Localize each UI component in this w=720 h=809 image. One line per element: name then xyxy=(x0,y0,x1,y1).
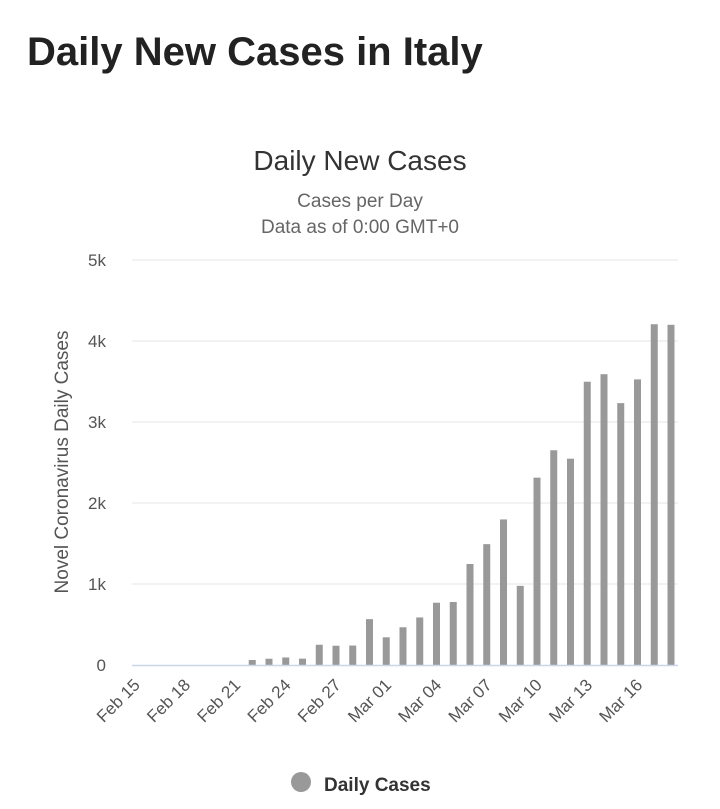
bar xyxy=(500,519,507,665)
bar xyxy=(583,381,591,665)
x-tick-label: Mar 04 xyxy=(394,675,445,726)
y-axis-label: Novel Coronavirus Daily Cases xyxy=(52,331,73,594)
chart-title: Daily New Cases xyxy=(253,145,466,176)
legend-marker xyxy=(291,772,311,792)
y-tick-label: 2k xyxy=(88,494,106,513)
bar-series-daily-cases xyxy=(248,324,675,665)
bar xyxy=(617,403,625,665)
y-axis-ticks: 0 1k 2k 3k 4k 5k xyxy=(88,251,106,675)
y-tick-label: 1k xyxy=(88,575,106,594)
legend-label: Daily Cases xyxy=(324,775,431,796)
x-tick-label: Mar 13 xyxy=(545,675,596,726)
y-tick-label: 4k xyxy=(88,332,106,351)
x-axis-ticks: Feb 15 Feb 18 Feb 21 Feb 24 Feb 27 Mar 01 Mar … xyxy=(93,675,646,726)
bar xyxy=(332,645,340,665)
bar xyxy=(550,450,558,665)
bar xyxy=(667,324,675,665)
x-tick-label: Feb 24 xyxy=(244,675,295,726)
bar xyxy=(567,458,574,665)
bar xyxy=(634,379,641,665)
bar xyxy=(366,619,373,665)
y-tick-label: 3k xyxy=(88,413,106,432)
gridlines xyxy=(132,259,678,585)
bar xyxy=(248,659,256,665)
x-tick-label: Mar 16 xyxy=(595,675,646,726)
bar xyxy=(416,617,424,665)
y-tick-label: 0 xyxy=(97,656,106,675)
chart-data-date: Data as of 0:00 GMT+0 xyxy=(261,217,459,238)
bar xyxy=(600,374,608,665)
chart-subtitle: Cases per Day xyxy=(297,191,423,212)
x-tick-label: Mar 07 xyxy=(445,675,496,726)
x-tick-label: Feb 27 xyxy=(294,675,345,726)
bar xyxy=(466,563,474,665)
bar xyxy=(315,644,323,665)
x-tick-label: Mar 10 xyxy=(495,675,546,726)
bar xyxy=(650,324,658,665)
bar xyxy=(433,602,440,665)
bar xyxy=(399,627,407,665)
y-tick-label: 5k xyxy=(88,251,106,270)
bar xyxy=(449,601,457,665)
x-tick-label: Feb 18 xyxy=(143,675,194,726)
bar xyxy=(533,477,541,665)
bar xyxy=(282,657,290,665)
bar xyxy=(349,645,357,665)
bar xyxy=(265,658,273,665)
x-tick-label: Feb 15 xyxy=(93,675,144,726)
bar xyxy=(299,658,306,665)
page-heading: Daily New Cases in Italy xyxy=(27,30,483,74)
bar xyxy=(483,544,491,665)
x-tick-label: Feb 21 xyxy=(193,675,244,726)
legend[interactable]: Daily Cases xyxy=(291,772,431,796)
x-tick-label: Mar 01 xyxy=(344,675,395,726)
bar xyxy=(382,637,390,665)
bar xyxy=(516,585,524,665)
